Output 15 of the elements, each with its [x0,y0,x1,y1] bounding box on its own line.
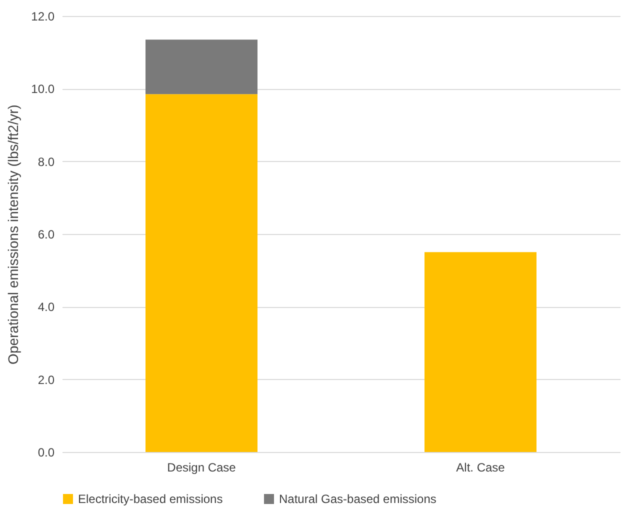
legend-label: Electricity-based emissions [78,492,223,506]
bar [146,94,258,452]
legend-label: Natural Gas-based emissions [279,492,436,506]
y-tick-label: 0.0 [38,446,55,460]
x-tick-label: Alt. Case [456,460,506,474]
y-axis-title: Operational emissions intensity (lbs/ft2/yr) [5,104,22,364]
bar [424,252,536,452]
y-tick-label: 4.0 [38,300,55,314]
y-tick-label: 6.0 [38,228,55,242]
y-tick-label: 2.0 [38,372,55,387]
bar [146,40,258,94]
y-tick-label: 8.0 [38,154,55,169]
x-tick-label: Design Case [167,460,236,474]
y-tick-label: 10.0 [31,82,55,96]
y-tick-label: 12.0 [31,10,55,24]
